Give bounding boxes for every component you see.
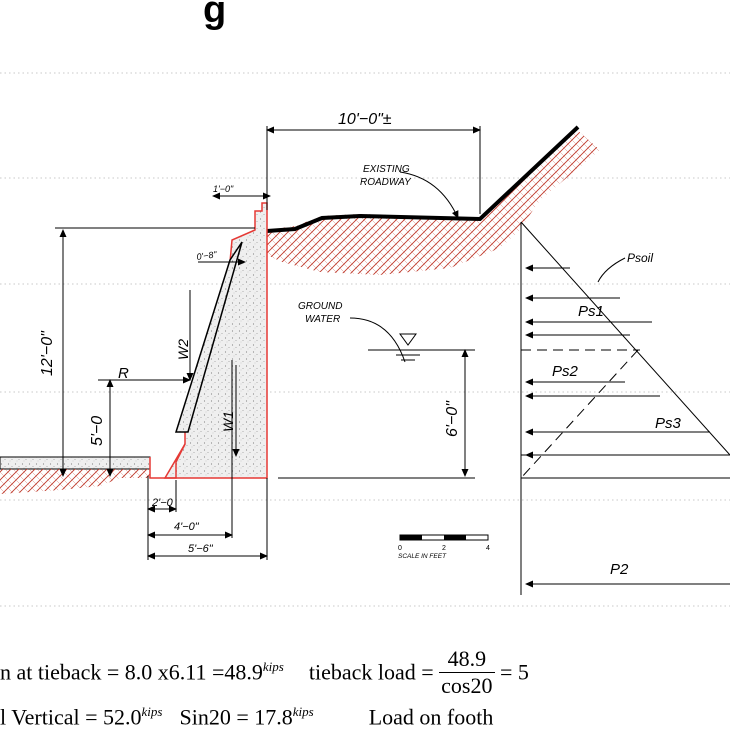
ps3-label: Ps3 [655,415,682,432]
dim-6ft-label: 6'−0" [444,400,461,437]
p2-label: P2 [610,561,629,578]
roadway-surface [266,125,580,233]
page-grid-lines [0,72,730,607]
vertical-text: l Vertical = 52.0 [0,704,142,730]
dim-1ft-label: 1'−0" [213,184,234,194]
scale-caption: SCALE IN FEET [398,553,447,560]
footing-outline [149,443,186,479]
footing-load-text: Load on footh [368,704,494,730]
left-soil [0,469,150,494]
sin-text: Sin20 = 17.8 [179,704,293,730]
water-level-symbol [368,333,440,361]
dim-5ft6-label: 5'−6" [188,543,214,555]
width-top-label: 10'−0"± [338,111,392,128]
title-fragment: g [203,0,226,31]
kips-unit-3: kips [292,704,314,719]
equation-line-2: l Vertical = 52.0kips Sin20 = 17.8kips L… [0,704,493,730]
scale-num-4: 4 [486,545,490,552]
existing-roadway-label-2: ROADWAY [360,177,412,188]
backfill-soil [267,128,600,275]
dim-8in-label: 0'−8" [196,249,218,262]
scale-num-0: 0 [398,545,402,552]
dim-2ft-label: 2'−0 [151,497,174,509]
ps2-label: Ps2 [552,363,579,380]
existing-roadway-label-1: EXISTING [363,164,410,175]
kips-unit-2: kips [141,704,163,719]
equation-line-1: n at tieback = 8.0 x6.11 =48.9kips tieba… [0,646,529,701]
dim-5ft-label: 5'−0 [89,416,106,446]
kips-unit-1: kips [262,659,284,675]
scale-bar [399,534,489,541]
dimensions [55,126,481,560]
ground-water-label-2: WATER [305,314,340,325]
tieback-load-label: tieback load = [308,659,434,685]
left-slab [0,456,151,470]
r-label: R [118,365,129,382]
tieback-fraction: 48.9 cos20 [439,646,495,699]
psoil-label: Psoil [627,251,653,265]
ps1-label: Ps1 [578,303,604,320]
w2-label: W2 [175,339,191,360]
wall-facing [174,241,243,433]
scale-num-2: 2 [442,545,446,552]
tieback-result: = 5 [500,659,529,685]
dim-4ft-label: 4'−0" [174,521,200,533]
w1-label: W1 [220,411,236,432]
tieback-force-text: n at tieback = 8.0 x6.11 =48.9 [0,659,263,685]
dim-12ft-label: 12'−0" [39,330,56,376]
fraction-denominator: cos20 [441,673,493,698]
pressure-diagram [520,221,730,595]
fraction-numerator: 48.9 [439,646,495,673]
ground-water-label-1: GROUND [298,301,342,312]
